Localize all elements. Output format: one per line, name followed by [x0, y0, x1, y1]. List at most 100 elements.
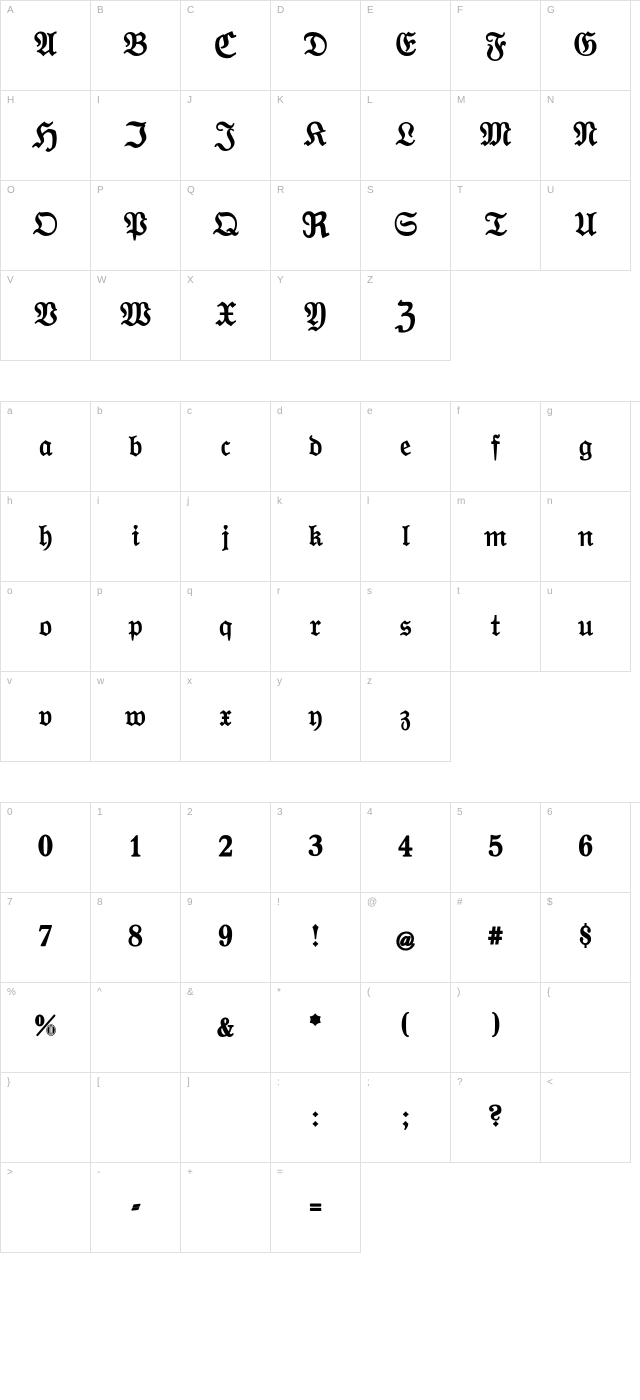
- glyph-cell: d𝔡: [271, 402, 361, 492]
- cell-label: {: [547, 987, 550, 998]
- cell-glyph: 𝔅: [123, 27, 148, 64]
- cell-label: >: [7, 1167, 13, 1178]
- empty-cell: [451, 672, 541, 762]
- glyph-cell: Iℑ: [91, 91, 181, 181]
- cell-glyph: 𝔖: [394, 207, 418, 244]
- cell-label: B: [97, 5, 104, 16]
- cell-glyph: 𝔚: [120, 297, 151, 334]
- cell-label: c: [187, 406, 192, 417]
- glyph-cell: 88: [91, 893, 181, 983]
- cell-label: #: [457, 897, 463, 908]
- cell-label: 7: [7, 897, 13, 908]
- glyph-cell: U𝔘: [541, 181, 631, 271]
- cell-glyph: 𝔊: [573, 27, 597, 64]
- cell-label: b: [97, 406, 103, 417]
- glyph-cell: ::: [271, 1073, 361, 1163]
- cell-label: ^: [97, 987, 102, 998]
- cell-label: Q: [187, 185, 195, 196]
- glyph-cell: )): [451, 983, 541, 1073]
- cell-label: @: [367, 897, 377, 908]
- cell-glyph: ℜ: [302, 206, 330, 246]
- glyph-cell: N𝔑: [541, 91, 631, 181]
- glyph-grid: 00112233445566778899!!@@##$$%%^&&**(()){…: [0, 802, 640, 1253]
- glyph-cell: 33: [271, 803, 361, 893]
- glyph-cell: Zℨ: [361, 271, 451, 361]
- cell-glyph: 𝔢: [400, 430, 411, 463]
- cell-label: (: [367, 987, 370, 998]
- empty-cell: [361, 1163, 451, 1253]
- cell-label: j: [187, 496, 189, 507]
- glyph-cell: 00: [1, 803, 91, 893]
- glyph-cell: n𝔫: [541, 492, 631, 582]
- glyph-cell: K𝔎: [271, 91, 361, 181]
- cell-label: 3: [277, 807, 283, 818]
- cell-label: z: [367, 676, 372, 687]
- cell-glyph: 𝔥: [39, 520, 53, 553]
- cell-label: x: [187, 676, 192, 687]
- cell-label: %: [7, 987, 16, 998]
- glyph-cell: c𝔠: [181, 402, 271, 492]
- glyph-cell: E𝔈: [361, 1, 451, 91]
- cell-glyph: 𝔧: [222, 520, 230, 553]
- cell-label: s: [367, 586, 372, 597]
- cell-glyph: 6: [579, 832, 593, 864]
- cell-glyph: 𝔵: [219, 700, 231, 733]
- glyph-cell: **: [271, 983, 361, 1073]
- cell-label: 1: [97, 807, 103, 818]
- glyph-cell: k𝔨: [271, 492, 361, 582]
- glyph-cell: v𝔳: [1, 672, 91, 762]
- glyph-grid: A𝔄B𝔅CℭD𝔇E𝔈F𝔉G𝔊HℌIℑJ𝔍K𝔎L𝔏M𝔐N𝔑O𝔒P𝔓Q𝔔RℜS𝔖T𝔗…: [0, 0, 640, 361]
- glyph-cell: @@: [361, 893, 451, 983]
- cell-glyph: 𝔞: [39, 430, 52, 463]
- cell-glyph: 𝔱: [491, 610, 500, 643]
- cell-label: g: [547, 406, 553, 417]
- empty-cell: [451, 271, 541, 361]
- glyph-cell: z𝔷: [361, 672, 451, 762]
- glyph-cell: p𝔭: [91, 582, 181, 672]
- cell-glyph: 𝔓: [123, 207, 147, 244]
- cell-label: T: [457, 185, 463, 196]
- cell-label: 0: [7, 807, 13, 818]
- cell-label: d: [277, 406, 283, 417]
- cell-glyph: ?: [489, 1102, 503, 1134]
- cell-glyph: 9: [219, 922, 233, 954]
- glyph-cell: D𝔇: [271, 1, 361, 91]
- cell-label: Y: [277, 275, 284, 286]
- cell-glyph: 𝔙: [34, 297, 58, 334]
- cell-glyph: 𝔒: [33, 207, 58, 244]
- cell-label: :: [277, 1077, 280, 1088]
- cell-glyph: 𝔨: [308, 520, 322, 553]
- cell-label: P: [97, 185, 104, 196]
- section-symbols: 00112233445566778899!!@@##$$%%^&&**(()){…: [0, 802, 640, 1253]
- cell-glyph: 𝔶: [309, 700, 323, 733]
- cell-glyph: 𝔪: [484, 520, 507, 553]
- glyph-cell: Y𝔜: [271, 271, 361, 361]
- cell-label: K: [277, 95, 284, 106]
- glyph-cell: <: [541, 1073, 631, 1163]
- cell-glyph: 𝔴: [125, 700, 146, 733]
- cell-label: I: [97, 95, 100, 106]
- cell-label: 5: [457, 807, 463, 818]
- cell-label: n: [547, 496, 553, 507]
- cell-glyph: 𝔲: [578, 610, 593, 643]
- cell-label: e: [367, 406, 373, 417]
- cell-label: D: [277, 5, 284, 16]
- cell-label: R: [277, 185, 284, 196]
- cell-label: +: [187, 1167, 193, 1178]
- cell-glyph: ;: [403, 1102, 408, 1134]
- glyph-cell: V𝔙: [1, 271, 91, 361]
- cell-glyph: 𝔔: [213, 207, 238, 244]
- empty-cell: [451, 1163, 541, 1253]
- cell-glyph: 𝔄: [34, 27, 57, 64]
- empty-cell: [541, 271, 631, 361]
- cell-label: F: [457, 5, 463, 16]
- cell-label: t: [457, 586, 460, 597]
- cell-glyph: :: [312, 1102, 318, 1134]
- glyph-cell: e𝔢: [361, 402, 451, 492]
- glyph-cell: u𝔲: [541, 582, 631, 672]
- cell-glyph: ℑ: [124, 116, 148, 156]
- glyph-cell: F𝔉: [451, 1, 541, 91]
- glyph-cell: b𝔟: [91, 402, 181, 492]
- glyph-cell: g𝔤: [541, 402, 631, 492]
- cell-glyph: 𝔠: [221, 430, 230, 463]
